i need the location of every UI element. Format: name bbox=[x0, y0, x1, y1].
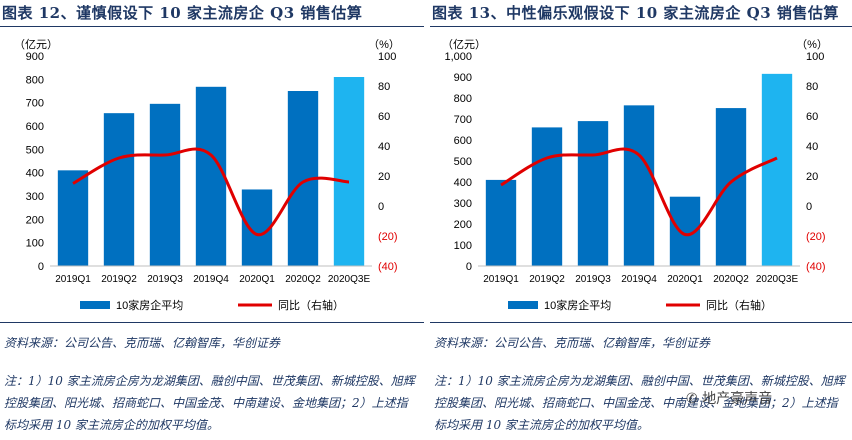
legend-line-label: 同比（右轴） bbox=[706, 298, 772, 312]
y-tick-label: 600 bbox=[454, 135, 472, 147]
y-tick-label: 300 bbox=[26, 191, 44, 203]
source-divider bbox=[0, 322, 424, 323]
title-divider bbox=[430, 26, 852, 27]
y-axis-label: （亿元） bbox=[442, 38, 486, 51]
x-tick-label: 2019Q2 bbox=[529, 274, 565, 285]
x-tick-label: 2020Q2 bbox=[285, 274, 321, 285]
y-axis-label: （亿元） bbox=[14, 38, 58, 51]
y-tick-label: 0 bbox=[38, 261, 44, 273]
y2-tick-label: (40) bbox=[806, 261, 826, 273]
y-tick-label: 100 bbox=[454, 240, 472, 252]
bar bbox=[761, 73, 793, 266]
y-tick-label: 800 bbox=[26, 74, 44, 86]
bar-line-chart-cautious: （亿元） （%）0100200300400500600700800900(40)(… bbox=[14, 38, 400, 312]
x-tick-label: 2019Q4 bbox=[193, 274, 229, 285]
y2-tick-label: (40) bbox=[378, 261, 398, 273]
chart-title: 图表 13、中性偏乐观假设下 10 家主流房企 Q3 销售估算 bbox=[432, 4, 839, 22]
bar bbox=[149, 103, 181, 266]
chart-panel-right: 图表 13、中性偏乐观假设下 10 家主流房企 Q3 销售估算 （亿元） （%） 0… bbox=[430, 0, 852, 440]
y2-tick-label: 60 bbox=[806, 111, 818, 123]
y2-tick-label: 20 bbox=[806, 171, 818, 183]
y-tick-label: 700 bbox=[26, 98, 44, 110]
source-text: 资料来源：公司公告、克而瑞、亿翰智库，华创证券 bbox=[4, 336, 281, 350]
y-tick-label: 800 bbox=[454, 93, 472, 105]
yoy-line bbox=[500, 147, 778, 237]
legend-bar-swatch bbox=[80, 301, 110, 309]
x-tick-label: 2019Q3 bbox=[147, 274, 183, 285]
y2-tick-label: 40 bbox=[806, 141, 818, 153]
y-tick-label: 700 bbox=[454, 114, 472, 126]
y2-tick-label: (20) bbox=[806, 231, 826, 243]
y2-tick-label: 60 bbox=[378, 111, 390, 123]
bar bbox=[623, 105, 655, 266]
y-tick-label: 500 bbox=[454, 156, 472, 168]
x-tick-label: 2019Q3 bbox=[575, 274, 611, 285]
legend-bar-swatch bbox=[508, 301, 538, 309]
y2-tick-label: 0 bbox=[378, 201, 384, 213]
x-tick-label: 2019Q1 bbox=[483, 274, 519, 285]
y-tick-label: 200 bbox=[26, 214, 44, 226]
y2-tick-label: 40 bbox=[378, 141, 390, 153]
y2-axis-label: （%） bbox=[368, 38, 400, 51]
x-tick-label: 2020Q3E bbox=[756, 274, 799, 285]
source-text: 资料来源：公司公告、克而瑞、亿翰智库，华创证券 bbox=[434, 336, 711, 350]
watermark-text: 地产豪声音 bbox=[702, 391, 773, 407]
bar-line-chart-optimistic: （亿元） （%）01002003004005006007008009001,000… bbox=[442, 38, 828, 312]
y2-tick-label: 20 bbox=[378, 171, 390, 183]
x-tick-label: 2020Q1 bbox=[239, 274, 275, 285]
y2-tick-label: 100 bbox=[806, 51, 824, 63]
x-tick-label: 2019Q2 bbox=[101, 274, 137, 285]
y-tick-label: 0 bbox=[466, 261, 472, 273]
watermark: ✆ 地产豪声音 bbox=[686, 388, 772, 408]
bar bbox=[577, 121, 609, 266]
y2-tick-label: 100 bbox=[378, 51, 396, 63]
legend-bar-label: 10家房企平均 bbox=[116, 298, 183, 312]
y-tick-label: 400 bbox=[26, 168, 44, 180]
source-divider bbox=[430, 322, 852, 323]
bar bbox=[241, 189, 273, 266]
bar bbox=[531, 127, 563, 267]
bar bbox=[57, 170, 89, 266]
x-tick-label: 2020Q3E bbox=[328, 274, 371, 285]
legend-line-label: 同比（右轴） bbox=[278, 298, 344, 312]
x-tick-label: 2019Q1 bbox=[55, 274, 91, 285]
y2-tick-label: (20) bbox=[378, 231, 398, 243]
bar bbox=[103, 113, 135, 267]
y-tick-label: 1,000 bbox=[444, 51, 472, 63]
note-text: 注：1）10 家主流房企房为龙湖集团、融创中国、世茂集团、新城控股、旭辉控股集团… bbox=[4, 374, 415, 432]
y-tick-label: 400 bbox=[454, 177, 472, 189]
bar bbox=[333, 77, 365, 266]
bar bbox=[715, 108, 747, 266]
y2-axis-label: （%） bbox=[796, 38, 828, 51]
bar bbox=[195, 86, 227, 266]
y-tick-label: 900 bbox=[26, 51, 44, 63]
wechat-icon: ✆ bbox=[686, 391, 698, 407]
note-text: 注：1）10 家主流房企房为龙湖集团、融创中国、世茂集团、新城控股、旭辉控股集团… bbox=[434, 374, 845, 432]
y2-tick-label: 0 bbox=[806, 201, 812, 213]
chart-title: 图表 12、谨慎假设下 10 家主流房企 Q3 销售估算 bbox=[2, 4, 363, 22]
y-tick-label: 300 bbox=[454, 198, 472, 210]
chart-panel-left: 图表 12、谨慎假设下 10 家主流房企 Q3 销售估算 （亿元） （%） 0 100… bbox=[0, 0, 424, 440]
y-tick-label: 600 bbox=[26, 121, 44, 133]
x-tick-label: 2020Q1 bbox=[667, 274, 703, 285]
bar bbox=[485, 179, 517, 266]
x-tick-label: 2019Q4 bbox=[621, 274, 657, 285]
y-tick-label: 200 bbox=[454, 219, 472, 231]
y2-tick-label: 80 bbox=[806, 81, 818, 93]
y-tick-label: 900 bbox=[454, 72, 472, 84]
title-divider bbox=[0, 26, 424, 27]
y2-tick-label: 80 bbox=[378, 81, 390, 93]
legend-bar-label: 10家房企平均 bbox=[544, 298, 611, 312]
x-tick-label: 2020Q2 bbox=[713, 274, 749, 285]
y-tick-label: 100 bbox=[26, 238, 44, 250]
y-tick-label: 500 bbox=[26, 144, 44, 156]
yoy-line bbox=[72, 147, 350, 237]
